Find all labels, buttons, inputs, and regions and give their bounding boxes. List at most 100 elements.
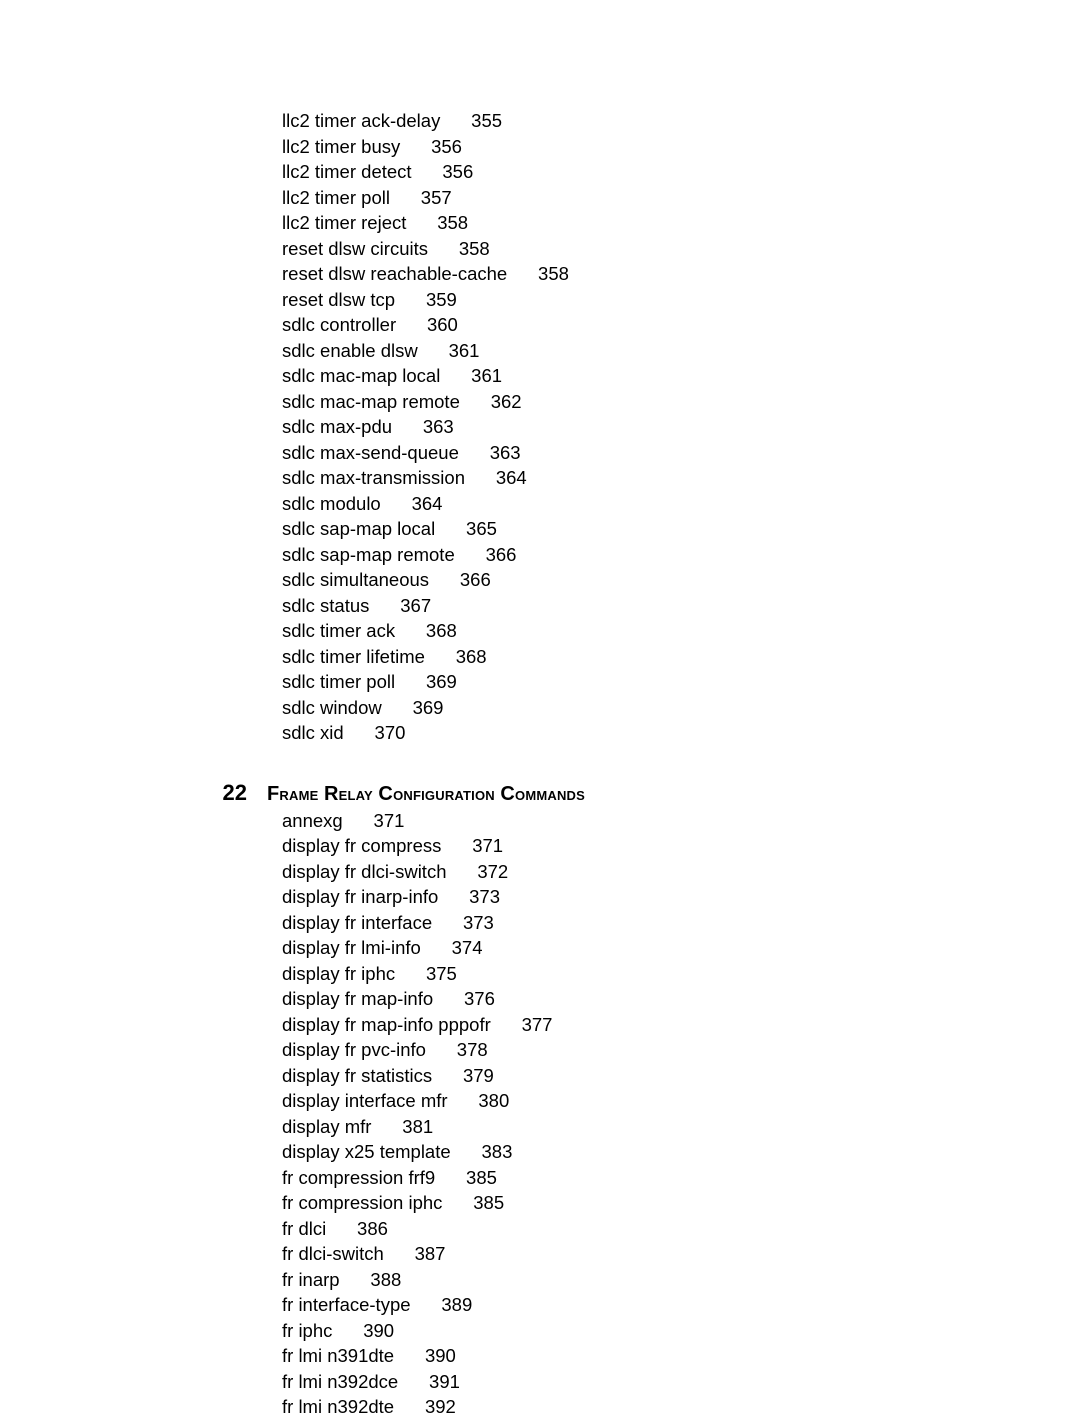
toc-entry-label: sdlc window: [282, 697, 382, 718]
toc-entry-page: 376: [464, 988, 495, 1009]
toc-entry-gap: [429, 569, 460, 590]
toc-entry-gap: [390, 187, 421, 208]
toc-entry-gap: [340, 1269, 371, 1290]
toc-entry-page: 390: [363, 1320, 394, 1341]
toc-entry-page: 389: [441, 1294, 472, 1315]
toc-entry: sdlc max-transmission 364: [282, 465, 960, 491]
toc-entry-gap: [435, 518, 466, 539]
toc-entry-gap: [400, 136, 431, 157]
toc-entry-page: 359: [426, 289, 457, 310]
toc-entry-page: 372: [477, 861, 508, 882]
toc-entry-gap: [411, 1294, 442, 1315]
toc-entry-label: sdlc timer poll: [282, 671, 395, 692]
toc-entry: fr dlci-switch 387: [282, 1241, 960, 1267]
toc-entry-label: sdlc status: [282, 595, 369, 616]
toc-entry-label: display fr map-info pppofr: [282, 1014, 491, 1035]
toc-entry-gap: [459, 442, 490, 463]
toc-entry-page: 383: [482, 1141, 513, 1162]
toc-entry: display fr statistics 379: [282, 1063, 960, 1089]
toc-entry-label: sdlc timer ack: [282, 620, 395, 641]
toc-entry-page: 387: [415, 1243, 446, 1264]
toc-entry-label: display fr lmi-info: [282, 937, 421, 958]
toc-entry-page: 362: [491, 391, 522, 412]
section-title-sc: elay: [339, 784, 379, 805]
toc-entry-label: fr iphc: [282, 1320, 332, 1341]
toc-entry-page: 361: [449, 340, 480, 361]
toc-entry-page: 373: [469, 886, 500, 907]
toc-entry-gap: [491, 1014, 522, 1035]
toc-entry: sdlc status 367: [282, 593, 960, 619]
section-title-cap: F: [267, 783, 279, 805]
toc-entry-label: sdlc mac-map local: [282, 365, 440, 386]
toc-entry: fr compression frf9 385: [282, 1165, 960, 1191]
toc-entry-page: 358: [459, 238, 490, 259]
toc-entry-label: fr dlci-switch: [282, 1243, 384, 1264]
toc-entry: display interface mfr 380: [282, 1088, 960, 1114]
toc-entry: reset dlsw tcp 359: [282, 287, 960, 313]
toc-entry-gap: [451, 1141, 482, 1162]
toc-entry-page: 358: [437, 212, 468, 233]
toc-entry-page: 366: [486, 544, 517, 565]
toc-entry-page: 356: [431, 136, 462, 157]
toc-entry-page: 390: [425, 1345, 456, 1366]
toc-block-top: llc2 timer ack-delay 355llc2 timer busy …: [282, 108, 960, 746]
toc-entry-gap: [332, 1320, 363, 1341]
toc-entry: fr interface-type 389: [282, 1292, 960, 1318]
toc-entry-gap: [395, 289, 426, 310]
toc-entry: display fr interface 373: [282, 910, 960, 936]
toc-entry-gap: [440, 110, 471, 131]
toc-entry: display mfr 381: [282, 1114, 960, 1140]
toc-entry-label: fr lmi n391dte: [282, 1345, 394, 1366]
toc-entry: sdlc max-pdu 363: [282, 414, 960, 440]
toc-entry-label: sdlc modulo: [282, 493, 381, 514]
toc-entry-page: 377: [522, 1014, 553, 1035]
toc-entry: sdlc window 369: [282, 695, 960, 721]
toc-entry-page: 358: [538, 263, 569, 284]
toc-entry-gap: [421, 937, 452, 958]
toc-entry-gap: [344, 722, 375, 743]
toc-entry-label: display fr compress: [282, 835, 441, 856]
toc-entry-label: reset dlsw reachable-cache: [282, 263, 507, 284]
toc-entry-gap: [395, 620, 426, 641]
toc-entry: reset dlsw reachable-cache 358: [282, 261, 960, 287]
doc-page: llc2 timer ack-delay 355llc2 timer busy …: [0, 0, 1080, 1397]
toc-entry: reset dlsw circuits 358: [282, 236, 960, 262]
toc-entry-gap: [395, 963, 426, 984]
toc-entry-gap: [406, 212, 437, 233]
toc-entry: annexg 371: [282, 808, 960, 834]
toc-entry-label: sdlc timer lifetime: [282, 646, 425, 667]
toc-entry-page: 385: [466, 1167, 497, 1188]
toc-entry-gap: [435, 1167, 466, 1188]
toc-entry-gap: [455, 544, 486, 565]
toc-entry: sdlc timer poll 369: [282, 669, 960, 695]
toc-entry-page: 368: [426, 620, 457, 641]
toc-entry-label: sdlc sap-map local: [282, 518, 435, 539]
toc-entry-gap: [381, 493, 412, 514]
toc-entry-gap: [448, 1090, 479, 1111]
toc-entry-label: display fr pvc-info: [282, 1039, 426, 1060]
toc-entry-page: 378: [457, 1039, 488, 1060]
toc-entry-gap: [398, 1371, 429, 1392]
toc-entry-label: sdlc mac-map remote: [282, 391, 460, 412]
toc-entry: display fr iphc 375: [282, 961, 960, 987]
toc-entry: sdlc sap-map local 365: [282, 516, 960, 542]
toc-entry-label: fr interface-type: [282, 1294, 411, 1315]
toc-entry-label: llc2 timer detect: [282, 161, 412, 182]
toc-entry-page: 381: [402, 1116, 433, 1137]
toc-entry-gap: [394, 1396, 425, 1417]
toc-entry-page: 388: [370, 1269, 401, 1290]
toc-entry-label: annexg: [282, 810, 343, 831]
toc-entry-page: 366: [460, 569, 491, 590]
toc-entry-gap: [432, 912, 463, 933]
toc-entry-page: 361: [471, 365, 502, 386]
toc-entry-label: fr dlci: [282, 1218, 326, 1239]
toc-entry-label: sdlc max-pdu: [282, 416, 392, 437]
toc-entry-gap: [426, 1039, 457, 1060]
section-title-sc: onfiguration: [393, 784, 500, 805]
toc-entry-gap: [433, 988, 464, 1009]
toc-entry: display fr dlci-switch 372: [282, 859, 960, 885]
toc-entry: sdlc sap-map remote 366: [282, 542, 960, 568]
toc-entry-page: 363: [490, 442, 521, 463]
toc-entry-page: 371: [472, 835, 503, 856]
toc-entry: llc2 timer reject 358: [282, 210, 960, 236]
